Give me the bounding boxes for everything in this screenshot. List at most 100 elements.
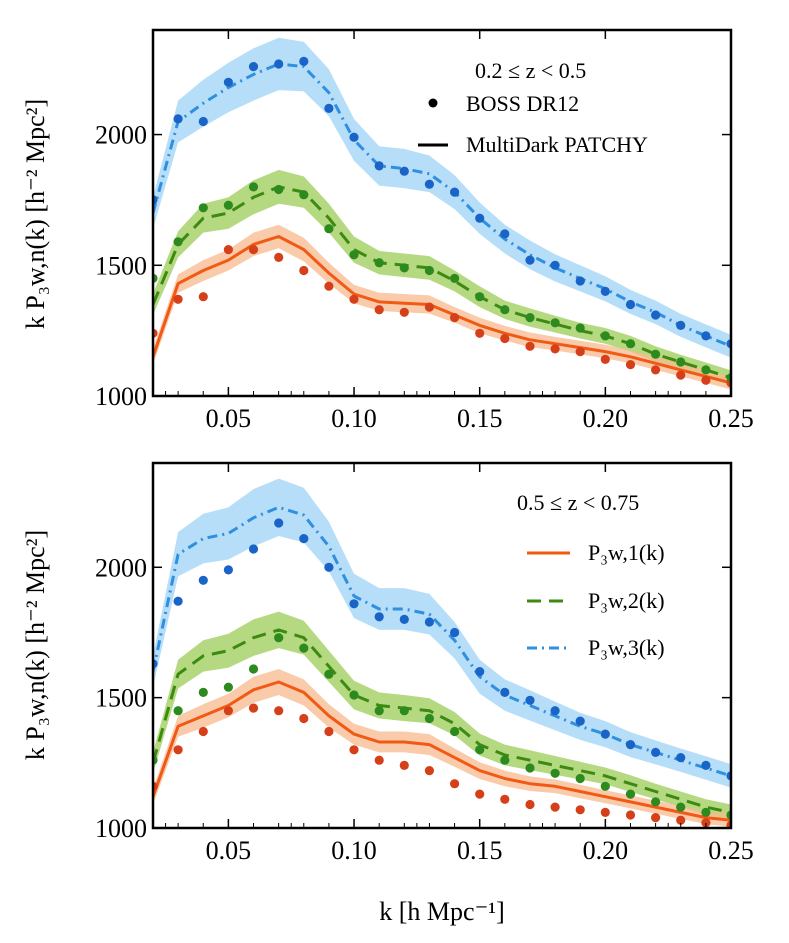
top-data-point-n1: [676, 370, 686, 380]
bottom-band-n1: [153, 669, 731, 827]
bottom-data-point-n3: [500, 687, 510, 698]
top-data-point-n1: [525, 341, 535, 351]
top-data-point-n2: [198, 203, 208, 213]
top-data-point-n3: [374, 161, 384, 171]
top-data-point-n3: [274, 59, 284, 69]
bottom-data-point-n2: [525, 763, 535, 773]
legend-label-multidark-patchy: MultiDark PATCHY: [466, 132, 648, 157]
top-data-point-n1: [349, 294, 359, 304]
bottom-data-point-n3: [399, 614, 409, 625]
bottom-data-point-n3: [248, 544, 259, 554]
top-data-point-n2: [173, 237, 183, 247]
bottom-y-tick-label: 1500: [95, 684, 147, 713]
bottom-data-point-n1: [274, 706, 284, 716]
bottom-data-point-n1: [475, 789, 485, 799]
bottom-axis-ticks: 0.05 0.10 0.15 0.20 0.25 1000 1500 2000: [95, 463, 754, 865]
top-x-tick-label: 0.20: [583, 404, 629, 433]
top-x-tick-label: 0.25: [708, 404, 754, 433]
top-data-point-n3: [575, 276, 585, 286]
bottom-data-point-n3: [299, 534, 309, 544]
bottom-data-point-n3: [450, 627, 460, 638]
top-data-point-n3: [173, 114, 183, 124]
top-data-point-n2: [374, 258, 384, 268]
top-data-point-n3: [450, 187, 460, 197]
bottom-panel-frame: [151, 461, 733, 830]
top-data-point-n3: [248, 62, 259, 72]
bottom-band-n3: [153, 478, 731, 788]
top-data-point-n2: [500, 305, 510, 315]
top-band-n2: [153, 169, 731, 385]
top-x-tick-label: 0.15: [457, 404, 503, 433]
top-data-point-n2: [550, 318, 560, 328]
bottom-data-point-n2: [651, 797, 661, 807]
bottom-redshift-label: 0.5 ≤ z < 0.75: [517, 490, 639, 515]
bottom-data-point-n2: [248, 664, 259, 674]
bottom-data-point-n1: [223, 706, 233, 716]
x-axis-label: k [h Mpc⁻¹]: [379, 897, 505, 926]
top-data-point-n2: [676, 357, 686, 367]
top-data-point-n3: [676, 320, 686, 330]
bottom-data-point-n3: [575, 716, 585, 726]
top-data-point-n3: [525, 255, 535, 265]
bottom-data-point-n1: [701, 818, 711, 828]
bottom-data-point-n2: [676, 802, 686, 812]
bottom-data-point-n3: [349, 599, 359, 609]
top-data-point-n1: [248, 245, 259, 255]
bottom-data-point-n1: [575, 805, 585, 815]
bottom-data-point-n3: [198, 575, 208, 585]
bottom-y-tick-label: 1000: [95, 814, 147, 843]
bottom-model-line-n1: [153, 680, 731, 822]
bottom-data-point-n2: [299, 643, 309, 653]
bottom-data-point-n1: [550, 802, 560, 812]
bottom-data-point-n3: [223, 565, 233, 575]
top-data-point-n1: [374, 305, 384, 315]
bottom-data-point-n1: [248, 703, 259, 713]
bottom-data-point-n2: [424, 713, 434, 724]
top-x-tick-label: 0.05: [206, 404, 252, 433]
top-data-point-n2: [424, 265, 434, 276]
top-data-point-n3: [198, 116, 208, 127]
top-data-point-n3: [324, 103, 334, 113]
bottom-data-point-n1: [525, 799, 535, 810]
bottom-data-point-n2: [198, 687, 208, 698]
bottom-data-point-n1: [676, 815, 686, 825]
top-data-point-n2: [299, 190, 309, 200]
top-legend: 0.2 ≤ z < 0.5 BOSS DR12 MultiDark PATCHY: [418, 58, 648, 157]
bottom-plot-area: [153, 478, 731, 828]
bottom-x-tick-label: 0.05: [206, 836, 252, 865]
bottom-data-point-n3: [525, 695, 535, 705]
bottom-data-point-n3: [625, 740, 636, 750]
bottom-data-point-n2: [500, 755, 510, 765]
bottom-data-point-n1: [399, 760, 409, 771]
top-data-point-n2: [701, 365, 711, 375]
top-y-tick-label: 1500: [95, 251, 147, 280]
top-data-point-n2: [525, 313, 535, 323]
top-model-line-n3: [153, 62, 731, 348]
bottom-data-point-n2: [600, 781, 610, 791]
bottom-data-point-n3: [676, 753, 686, 763]
bottom-data-point-n3: [651, 747, 661, 758]
top-data-point-n1: [424, 302, 434, 312]
top-data-point-n2: [223, 200, 233, 210]
bottom-x-tick-label: 0.10: [331, 836, 377, 865]
bottom-data-point-n1: [349, 745, 359, 755]
top-data-point-n2: [575, 323, 585, 333]
top-data-point-n1: [450, 313, 460, 323]
top-data-point-n1: [198, 292, 208, 302]
bottom-x-tick-label: 0.15: [457, 836, 503, 865]
top-data-point-n1: [274, 252, 284, 262]
top-data-point-n3: [651, 310, 661, 320]
y-axis-label-top: k P₃w,n(k) [h⁻² Mpc²]: [21, 99, 50, 329]
bottom-data-point-n2: [701, 807, 711, 818]
bottom-data-point-n2: [374, 706, 384, 716]
top-data-point-n2: [324, 224, 334, 234]
bottom-data-point-n2: [173, 706, 183, 716]
top-x-tick-label: 0.10: [331, 404, 377, 433]
top-data-point-n2: [625, 339, 636, 349]
y-axis-label-bottom: k P₃w,n(k) [h⁻² Mpc²]: [21, 530, 50, 760]
top-data-point-n3: [349, 132, 359, 142]
top-y-tick-label: 2000: [95, 121, 147, 150]
top-data-point-n1: [651, 365, 661, 375]
bottom-panel: 0.05 0.10 0.15 0.20 0.25 1000 1500 2000 0.5 ≤ z…: [95, 461, 754, 865]
